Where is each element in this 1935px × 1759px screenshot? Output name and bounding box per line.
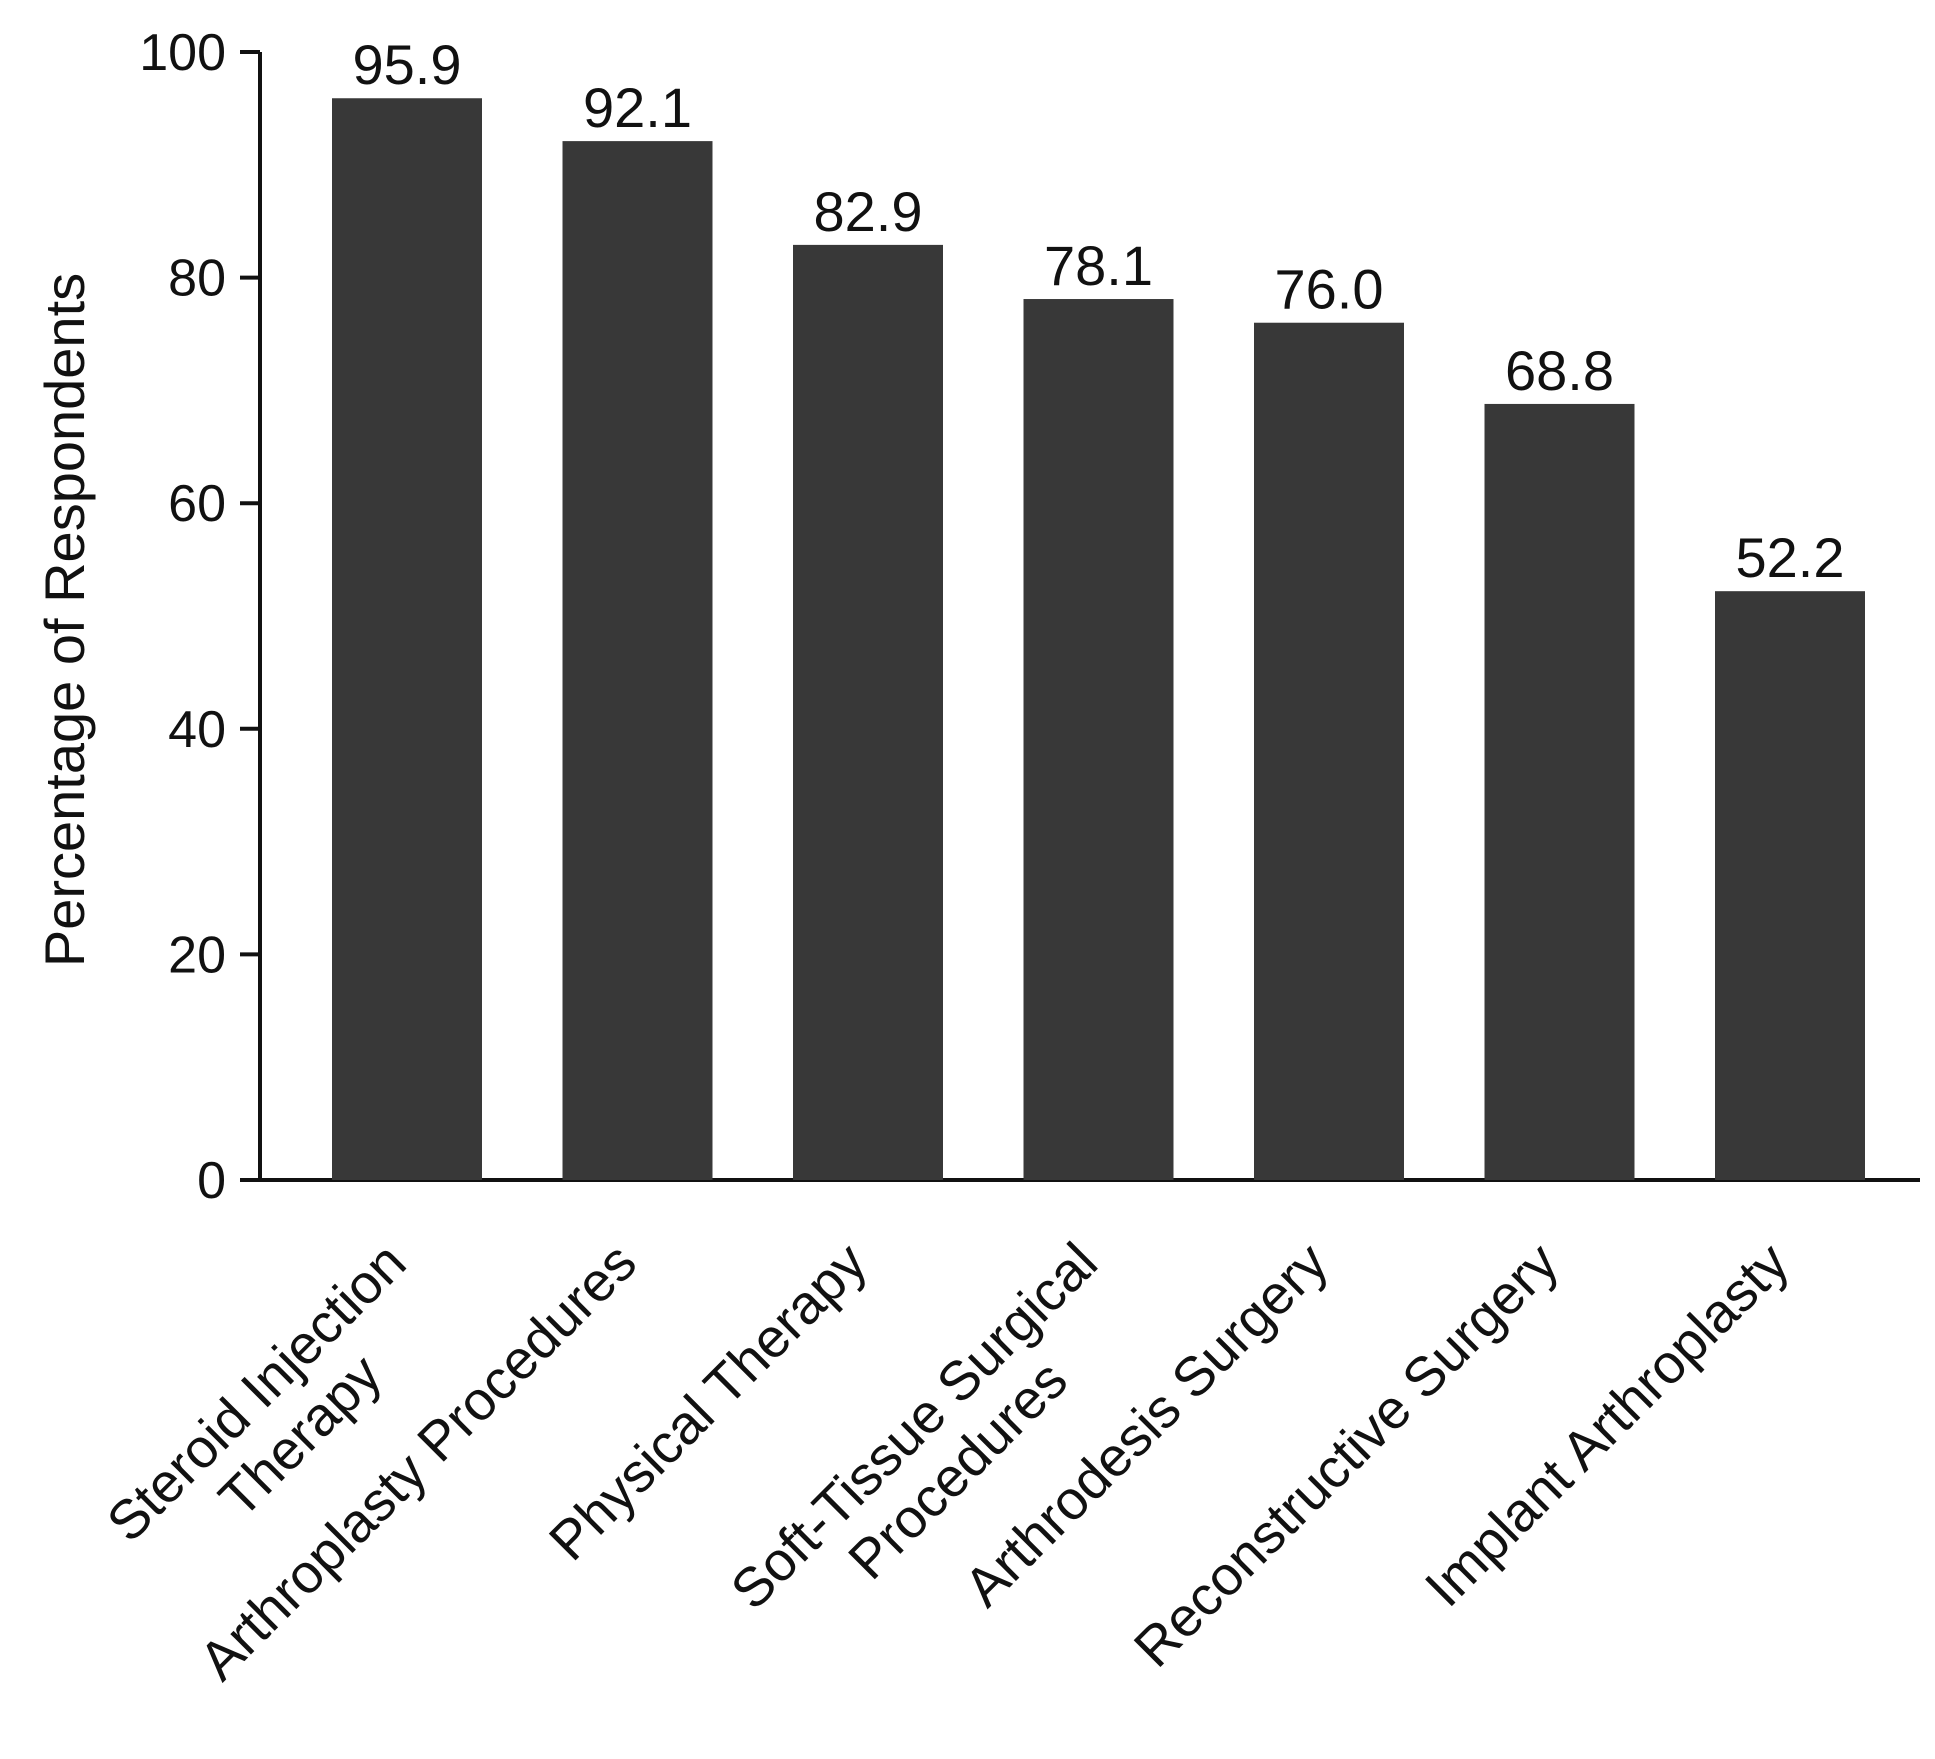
y-axis-ticks: 0 20 40 60 80 100 — [139, 24, 260, 1210]
y-tick-label: 0 — [197, 1152, 226, 1210]
bar — [1254, 322, 1404, 1181]
bar — [1715, 591, 1865, 1180]
bar-value-label: 52.2 — [1736, 526, 1845, 589]
y-tick-label: 20 — [168, 926, 226, 984]
bar — [793, 244, 943, 1180]
bar-value-label: 78.1 — [1044, 234, 1153, 297]
bar-value-label: 76.0 — [1275, 258, 1384, 321]
y-axis-title: Percentage of Respondents — [33, 273, 96, 967]
bars — [332, 98, 1865, 1181]
bar-value-label: 92.1 — [583, 76, 692, 139]
category-label-line: Reconstructive Surgery — [1122, 1230, 1570, 1678]
bar — [1484, 403, 1635, 1180]
y-tick-label: 80 — [168, 250, 226, 308]
y-tick-label: 60 — [168, 475, 226, 533]
bar-value-label: 95.9 — [353, 33, 462, 96]
y-tick-label: 40 — [168, 701, 226, 759]
bar — [562, 141, 713, 1180]
bar — [1023, 299, 1174, 1181]
data-labels: 95.9 92.1 82.9 78.1 76.0 68.8 52.2 — [353, 33, 1845, 589]
bar-value-label: 82.9 — [814, 180, 923, 243]
y-tick-label: 100 — [139, 24, 226, 82]
bar — [332, 98, 482, 1180]
category-label: Reconstructive Surgery — [1122, 1230, 1570, 1678]
bar-value-label: 68.8 — [1505, 339, 1614, 402]
